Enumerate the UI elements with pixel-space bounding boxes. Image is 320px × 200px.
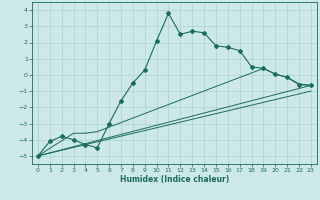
X-axis label: Humidex (Indice chaleur): Humidex (Indice chaleur) <box>120 175 229 184</box>
